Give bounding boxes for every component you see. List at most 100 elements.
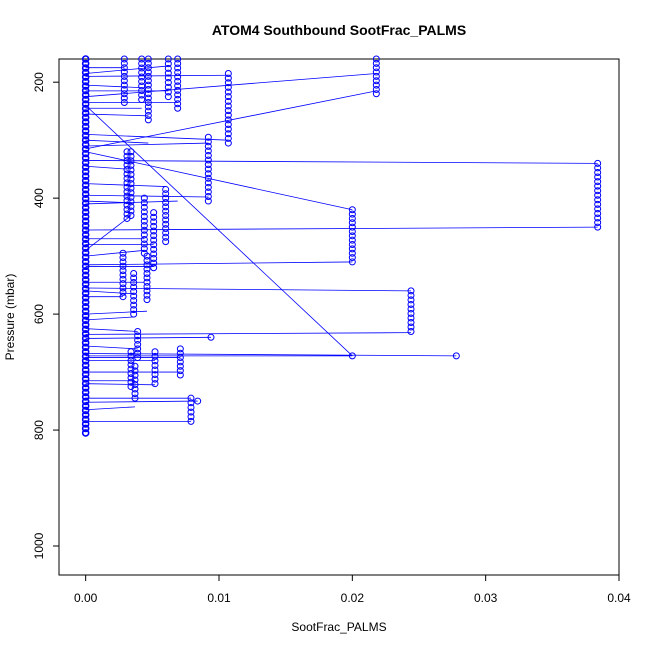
data-point — [143, 283, 151, 291]
data-point — [131, 376, 139, 384]
data-point — [130, 292, 138, 300]
data-marks — [81, 55, 602, 437]
data-point — [151, 361, 159, 369]
data-point — [81, 55, 90, 63]
data-point — [176, 358, 184, 366]
data-point — [81, 375, 90, 383]
data-point — [81, 181, 90, 189]
data-point — [144, 72, 152, 80]
data-point — [81, 415, 90, 424]
data-point — [140, 203, 148, 211]
data-point — [81, 388, 90, 397]
data-point — [123, 183, 131, 191]
data-point — [138, 91, 146, 99]
data-point — [176, 345, 184, 353]
data-point — [120, 85, 128, 93]
data-point — [143, 256, 151, 264]
data-point — [81, 379, 90, 388]
data-point — [81, 402, 90, 410]
data-point — [127, 152, 135, 160]
data-point — [224, 88, 232, 96]
data-point — [81, 190, 90, 198]
data-point — [81, 86, 90, 95]
data-point — [348, 249, 356, 257]
connector-line — [85, 332, 412, 335]
data-point — [348, 245, 356, 253]
data-point — [119, 288, 127, 296]
data-point — [162, 225, 170, 233]
data-point — [452, 352, 460, 360]
data-point — [134, 341, 142, 349]
data-point — [151, 357, 159, 365]
data-point — [81, 244, 90, 253]
data-point — [131, 394, 139, 402]
data-point — [164, 69, 172, 77]
data-point — [174, 95, 182, 103]
data-point — [164, 64, 172, 72]
data-point — [81, 163, 90, 171]
data-point — [127, 212, 135, 220]
data-point — [174, 91, 182, 99]
data-point — [81, 118, 90, 126]
data-point — [140, 235, 148, 243]
data-point — [150, 255, 158, 263]
data-point — [127, 166, 135, 174]
data-point — [594, 209, 602, 217]
data-point — [204, 151, 212, 159]
data-point — [164, 83, 172, 91]
data-point — [164, 93, 172, 101]
connector-line — [85, 328, 138, 332]
y-tick-label: 1000 — [32, 532, 46, 559]
data-point — [164, 60, 172, 68]
data-point — [348, 241, 356, 249]
data-point — [143, 291, 151, 299]
connector-line — [85, 226, 598, 231]
data-point — [81, 280, 90, 289]
data-point — [81, 199, 90, 207]
data-point — [150, 209, 158, 217]
data-point — [224, 111, 232, 119]
data-point — [127, 148, 135, 156]
data-point — [594, 223, 602, 231]
data-point — [144, 55, 152, 63]
connector-line — [85, 183, 166, 187]
data-point — [140, 217, 148, 225]
data-point — [204, 197, 212, 205]
data-point — [81, 167, 90, 176]
data-point — [81, 185, 90, 194]
data-point — [131, 367, 139, 375]
data-point — [150, 213, 158, 221]
data-point — [123, 166, 131, 174]
x-axis: 0.00 0.01 0.02 0.03 0.04 — [74, 574, 631, 605]
data-point — [138, 87, 146, 95]
data-point — [123, 161, 131, 169]
data-point — [81, 104, 90, 113]
data-point — [151, 371, 159, 379]
data-point — [81, 77, 90, 86]
data-point — [81, 68, 90, 77]
data-point — [594, 219, 602, 227]
data-point — [407, 291, 415, 299]
data-point — [131, 385, 139, 393]
data-point — [150, 241, 158, 249]
data-point — [150, 218, 158, 226]
data-point — [407, 327, 415, 335]
data-point — [151, 352, 159, 360]
data-point — [187, 399, 195, 407]
data-point — [224, 69, 232, 77]
data-point — [348, 258, 356, 266]
data-point — [224, 97, 232, 105]
data-point — [81, 411, 90, 419]
data-point — [81, 91, 90, 99]
y-tick-label: 600 — [32, 304, 46, 324]
data-point — [127, 193, 135, 201]
data-point — [348, 352, 356, 360]
data-point — [204, 147, 212, 155]
data-point — [131, 371, 139, 379]
data-point — [134, 336, 142, 344]
data-point — [130, 306, 138, 314]
data-point — [140, 240, 148, 248]
data-point — [204, 170, 212, 178]
data-point — [134, 345, 142, 353]
data-point — [144, 81, 152, 89]
